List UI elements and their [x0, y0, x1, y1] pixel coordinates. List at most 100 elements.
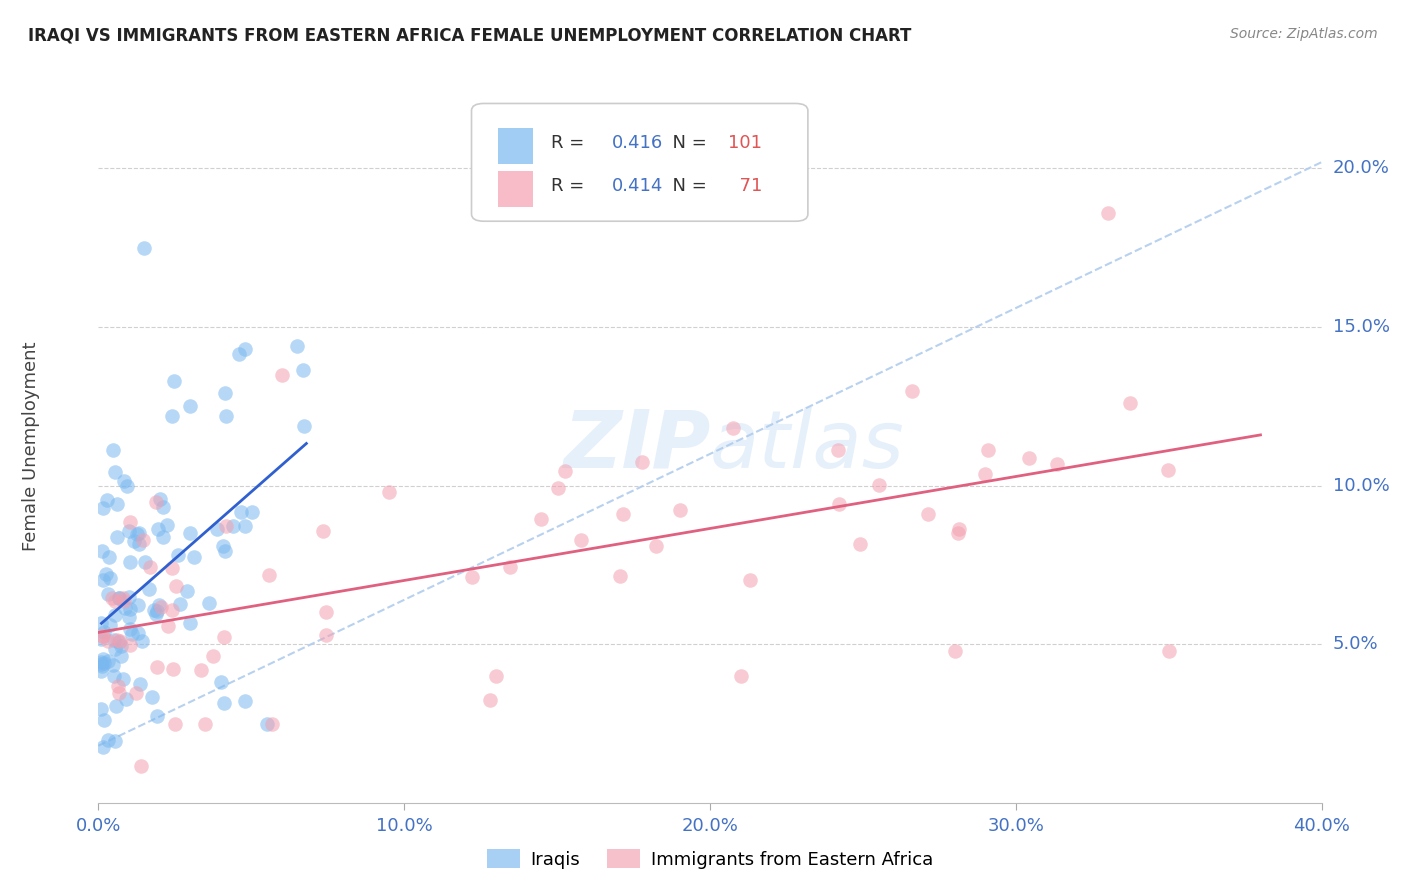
- FancyBboxPatch shape: [471, 103, 808, 221]
- Point: [128, 526, 150, 541]
- Point: [104, 465, 127, 479]
- Point: [974, 467, 997, 481]
- Text: IRAQI VS IMMIGRANTS FROM EASTERN AFRICA FEMALE UNEMPLOYMENT CORRELATION CHART: IRAQI VS IMMIGRANTS FROM EASTERN AFRICA …: [28, 27, 911, 45]
- Point: [1157, 463, 1180, 477]
- Point: [145, 605, 167, 619]
- Point: [90, 658, 112, 673]
- FancyBboxPatch shape: [498, 170, 533, 207]
- Point: [233, 342, 256, 356]
- Point: [104, 698, 127, 713]
- Point: [118, 638, 141, 652]
- Text: atlas: atlas: [710, 407, 905, 485]
- Point: [378, 485, 401, 500]
- Point: [107, 679, 129, 693]
- Point: [212, 630, 235, 644]
- Point: [111, 673, 134, 687]
- Point: [179, 525, 201, 540]
- Point: [169, 597, 191, 611]
- Point: [101, 657, 124, 672]
- Point: [91, 739, 114, 754]
- Point: [108, 591, 131, 605]
- Point: [94, 567, 117, 582]
- Point: [146, 659, 169, 673]
- Text: Female Unemployment: Female Unemployment: [22, 342, 41, 550]
- Point: [212, 696, 235, 710]
- Point: [97, 634, 120, 648]
- Point: [103, 669, 125, 683]
- Point: [131, 633, 153, 648]
- Point: [97, 733, 120, 747]
- Point: [740, 574, 762, 588]
- Text: N =: N =: [661, 177, 707, 194]
- Point: [214, 386, 236, 401]
- Point: [122, 533, 145, 548]
- Point: [145, 495, 167, 509]
- Point: [108, 635, 131, 649]
- Point: [194, 716, 217, 731]
- Point: [201, 649, 224, 664]
- Text: 0.416: 0.416: [612, 134, 664, 152]
- Point: [499, 560, 522, 574]
- Point: [167, 548, 190, 562]
- Point: [630, 454, 652, 468]
- Point: [149, 492, 172, 507]
- Point: [849, 537, 872, 551]
- Point: [214, 544, 236, 558]
- Point: [868, 478, 890, 492]
- Point: [145, 709, 167, 723]
- Point: [138, 582, 160, 597]
- Point: [485, 669, 508, 683]
- Point: [129, 759, 152, 773]
- Point: [129, 676, 152, 690]
- Point: [827, 442, 849, 457]
- Point: [152, 500, 174, 515]
- Point: [98, 549, 121, 564]
- Point: [104, 733, 127, 747]
- Point: [90, 665, 112, 679]
- Point: [96, 493, 118, 508]
- Point: [90, 655, 112, 669]
- Point: [569, 533, 592, 547]
- Point: [114, 601, 136, 615]
- Point: [132, 533, 155, 547]
- Text: R =: R =: [551, 134, 591, 152]
- Point: [91, 543, 114, 558]
- FancyBboxPatch shape: [498, 128, 533, 164]
- Point: [105, 530, 128, 544]
- Point: [721, 421, 744, 435]
- Point: [977, 443, 1000, 458]
- Point: [179, 615, 201, 630]
- Point: [1119, 396, 1142, 410]
- Point: [127, 626, 149, 640]
- Point: [285, 339, 308, 353]
- Text: 101: 101: [728, 134, 762, 152]
- Point: [91, 573, 114, 587]
- Point: [141, 690, 163, 704]
- Point: [110, 639, 132, 653]
- Point: [612, 507, 634, 521]
- Point: [160, 561, 183, 575]
- Point: [103, 632, 125, 647]
- Point: [146, 522, 169, 536]
- Point: [160, 602, 183, 616]
- Point: [209, 675, 232, 690]
- Point: [292, 419, 315, 434]
- Point: [110, 648, 132, 663]
- Point: [150, 599, 173, 614]
- Point: [105, 633, 128, 648]
- Point: [104, 594, 127, 608]
- Point: [1018, 450, 1040, 465]
- Point: [93, 625, 115, 640]
- Point: [222, 519, 245, 533]
- Point: [152, 530, 174, 544]
- Point: [93, 629, 115, 643]
- Point: [112, 474, 135, 488]
- Point: [90, 632, 112, 646]
- Point: [229, 505, 252, 519]
- Text: 20.0%: 20.0%: [1333, 160, 1389, 178]
- Point: [547, 482, 569, 496]
- Point: [190, 663, 212, 677]
- Point: [730, 669, 752, 683]
- Text: Source: ZipAtlas.com: Source: ZipAtlas.com: [1230, 27, 1378, 41]
- Point: [212, 540, 235, 554]
